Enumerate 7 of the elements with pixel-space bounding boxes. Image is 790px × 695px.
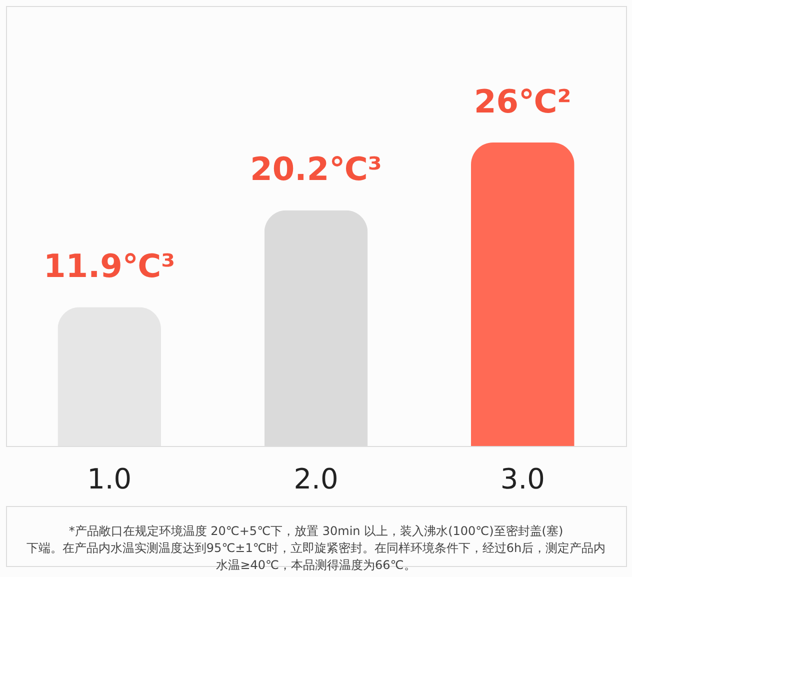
data-label: 11.9℃³	[43, 247, 176, 286]
x-tick-label: 1.0	[87, 462, 132, 496]
data-label: 20.2℃³	[250, 150, 382, 188]
text: *产品敞口在规定环境温度 20℃+5℃下，放置 30min 以上，装入沸水(100℃)至密封盖(塞)下端。在产品内水温实测温度达到95℃±1℃时，立即旋紧密封。在同样环境条件下，经过6h后，测定产品内水温≥40℃，本品测得温度为66℃。	[26, 524, 606, 572]
x-tick-label: 2.0	[294, 462, 338, 496]
data-label: 26℃²	[474, 82, 572, 121]
x-tick-label: 3.0	[500, 462, 545, 496]
